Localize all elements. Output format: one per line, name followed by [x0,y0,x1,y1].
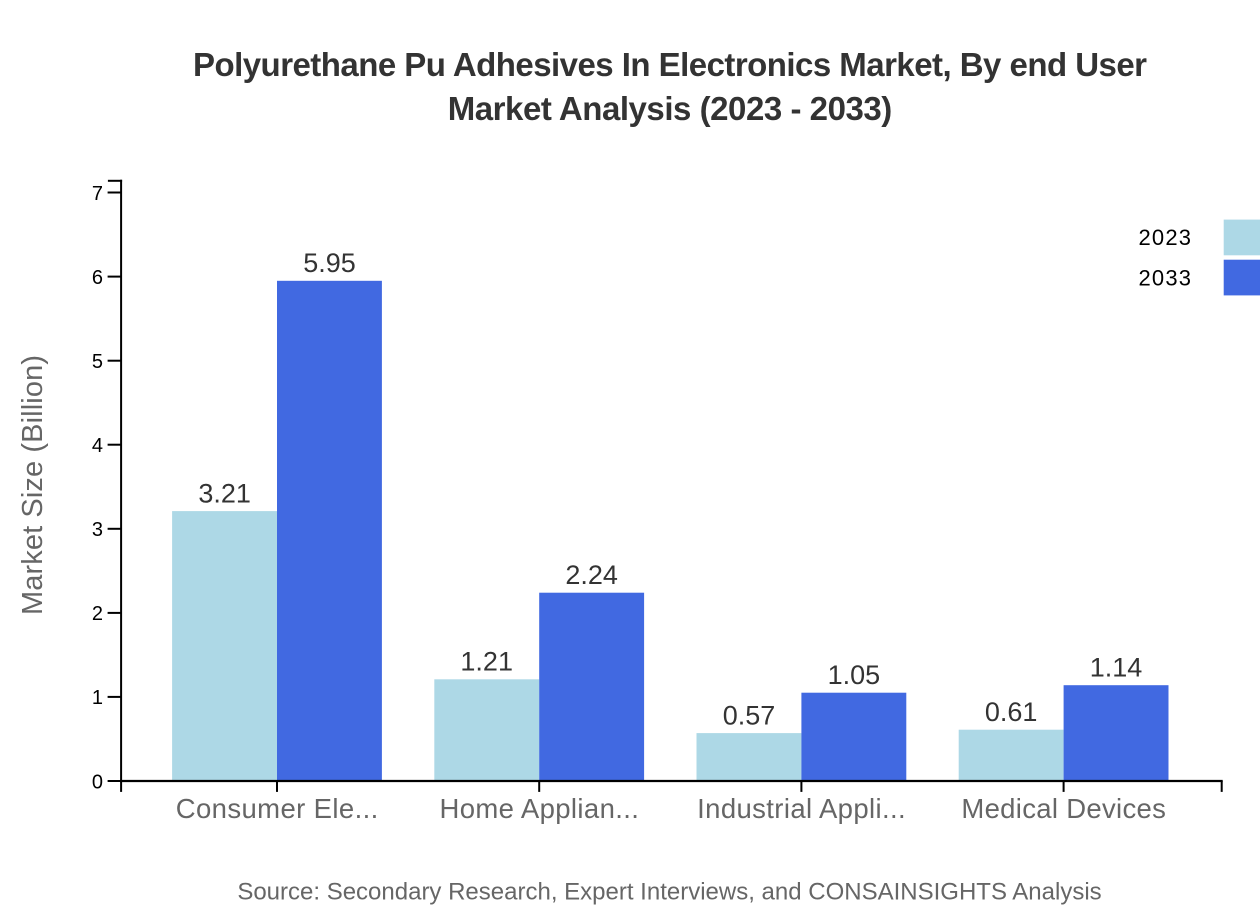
svg-text:Source: Secondary Research, Ex: Source: Secondary Research, Expert Inter… [237,879,1101,906]
svg-text:Industrial Appli...: Industrial Appli... [697,793,906,824]
svg-text:4: 4 [92,435,103,457]
svg-text:3: 3 [92,519,103,541]
svg-text:2.24: 2.24 [565,560,618,590]
svg-text:Market Size (Billion): Market Size (Billion) [17,355,49,615]
svg-text:1.21: 1.21 [460,647,513,677]
svg-text:2023: 2023 [1139,225,1192,250]
svg-text:Home Applian...: Home Applian... [439,793,639,824]
svg-text:0.61: 0.61 [985,697,1038,727]
svg-text:Market Analysis (2023 - 2033): Market Analysis (2023 - 2033) [448,90,893,127]
svg-text:Consumer Ele...: Consumer Ele... [176,793,379,824]
svg-text:5: 5 [92,351,103,373]
svg-text:0: 0 [92,771,103,793]
svg-text:2033: 2033 [1139,265,1192,290]
svg-text:3.21: 3.21 [198,479,251,509]
svg-text:1.05: 1.05 [828,660,881,690]
svg-text:Medical Devices: Medical Devices [961,793,1166,824]
svg-text:1.14: 1.14 [1090,653,1143,683]
svg-text:1: 1 [92,687,103,709]
svg-text:2: 2 [92,603,103,625]
svg-text:7: 7 [92,183,103,205]
svg-text:6: 6 [92,267,103,289]
svg-text:0.57: 0.57 [723,701,776,731]
svg-text:Polyurethane Pu Adhesives In E: Polyurethane Pu Adhesives In Electronics… [193,46,1147,83]
svg-text:5.95: 5.95 [303,248,356,278]
